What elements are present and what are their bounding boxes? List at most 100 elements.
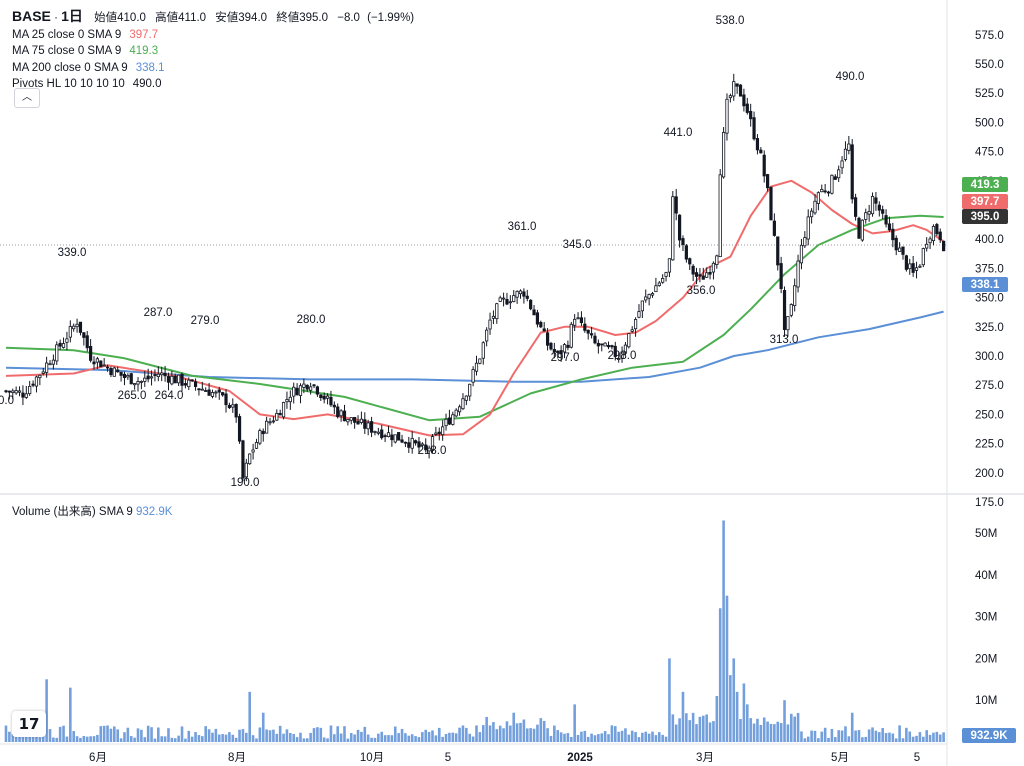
volume-sma-value: 932.9K	[136, 506, 173, 518]
volume-bar	[708, 722, 712, 742]
candle-body	[102, 364, 106, 367]
volume-bar	[99, 726, 103, 742]
candle-body	[647, 294, 651, 299]
time-axis[interactable]: 6月 8月 10月 5 2025 3月 5月 5	[89, 752, 920, 764]
chevron-up-icon: ︿	[22, 92, 32, 103]
volume-bar	[505, 721, 509, 742]
volume-bar	[488, 725, 492, 742]
volume-bar	[600, 733, 604, 742]
price-tick-label: 550.0	[975, 59, 1004, 71]
volume-bar	[938, 734, 942, 742]
price-tick-label: 400.0	[975, 234, 1004, 246]
volume-bar	[573, 704, 576, 742]
price-tick-label: 375.0	[975, 263, 1004, 275]
volume-bar	[346, 738, 350, 742]
candle-body	[454, 409, 458, 417]
candle-body	[356, 421, 360, 425]
price-tick-label: 275.0	[975, 380, 1004, 392]
symbol-separator: ·	[54, 12, 62, 24]
candle-body	[681, 238, 685, 245]
volume-bar	[38, 737, 42, 742]
candle-body	[813, 200, 817, 214]
indicator-value: 419.3	[129, 45, 159, 57]
candle-body	[728, 95, 732, 99]
candle-body	[336, 406, 340, 418]
indicator-row-ma25[interactable]: MA 25 close 0 SMA 9 397.7	[12, 27, 414, 44]
candle-body	[806, 216, 810, 240]
volume-bar	[96, 734, 99, 742]
candle-body	[522, 291, 526, 297]
volume-bar	[353, 734, 356, 742]
volume-bar	[800, 731, 803, 742]
volume-bar	[603, 731, 607, 742]
volume-bar	[217, 734, 221, 742]
pivot-labels: 0.0 339.0 265.0 264.0 287.0 279.0 190.0 280.0 21…	[0, 15, 864, 489]
indicator-row-ma200[interactable]: MA 200 close 0 SMA 9 338.1	[12, 60, 414, 77]
volume-bar	[4, 725, 8, 742]
volume-bar	[339, 733, 343, 742]
volume-bar	[712, 721, 715, 742]
candle-body	[397, 432, 401, 441]
open-label: 始値	[94, 12, 118, 24]
symbol-name[interactable]: BASE	[12, 8, 51, 24]
candle-body	[762, 154, 766, 177]
candle-body	[518, 290, 523, 295]
candle-body	[17, 390, 22, 393]
volume-bar	[113, 726, 116, 742]
volume-bar	[289, 732, 292, 742]
close-label: 終値	[276, 12, 300, 24]
volume-bar	[685, 713, 688, 742]
ma25-line	[5, 179, 945, 437]
volume-bar	[390, 735, 394, 742]
price-badge-label: 395.0	[971, 211, 1000, 223]
volume-tick-label: 30M	[975, 612, 997, 624]
candle-body	[258, 430, 262, 444]
indicator-row-ma75[interactable]: MA 75 close 0 SMA 9 419.3	[12, 43, 414, 60]
candle-body	[667, 258, 672, 273]
candle-body	[403, 441, 408, 444]
price-tick-label: 175.0	[975, 497, 1004, 509]
candle-body	[610, 345, 614, 348]
candle-body	[576, 317, 580, 320]
candle-body	[75, 323, 79, 328]
volume-bar	[119, 738, 123, 742]
candle-body	[474, 362, 479, 372]
volume-bar	[932, 732, 935, 742]
tradingview-logo-icon[interactable]: 17	[12, 711, 46, 737]
candle-body	[854, 197, 858, 217]
candle-body	[887, 223, 892, 231]
volume-bar	[214, 728, 218, 742]
candle-body	[796, 260, 800, 288]
candle-body	[566, 344, 570, 348]
candle-body	[92, 361, 96, 365]
volume-bar	[25, 734, 28, 742]
candle-body	[200, 388, 204, 391]
volume-bar	[85, 736, 89, 742]
candle-body	[495, 303, 499, 320]
candle-body	[840, 160, 844, 169]
volume-legend[interactable]: Volume (出来高) SMA 9 932.9K	[12, 503, 172, 519]
volume-bar	[451, 732, 455, 742]
volume-bar	[752, 723, 756, 742]
interval-label[interactable]: 1日	[61, 8, 83, 24]
volume-bar	[542, 720, 546, 742]
candle-body	[207, 389, 211, 396]
price-axis[interactable]: 175.0 200.0 225.0 250.0 275.0 300.0 325.0 350.0…	[975, 30, 1004, 707]
volume-bar	[45, 679, 48, 742]
volume-bar	[810, 730, 813, 742]
candle-body	[109, 368, 113, 376]
volume-bar	[109, 728, 113, 742]
candle-body	[349, 417, 353, 421]
volume-bar	[657, 732, 661, 742]
candle-body	[386, 432, 391, 438]
candle-body	[339, 410, 343, 417]
candle-body	[126, 375, 130, 378]
candle-body	[85, 335, 89, 349]
indicator-row-pivots[interactable]: Pivots HL 10 10 10 10 490.0	[12, 76, 414, 93]
volume-bar	[18, 735, 21, 742]
volume-bar	[796, 712, 800, 742]
collapse-legend-button[interactable]: ︿	[14, 88, 40, 108]
ohlc-high: 高値411.0	[155, 12, 206, 24]
candle-body	[657, 282, 661, 286]
